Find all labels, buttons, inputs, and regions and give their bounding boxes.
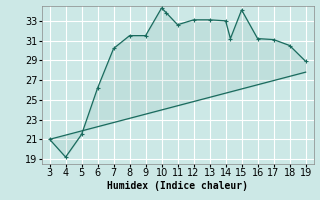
X-axis label: Humidex (Indice chaleur): Humidex (Indice chaleur) bbox=[107, 181, 248, 191]
